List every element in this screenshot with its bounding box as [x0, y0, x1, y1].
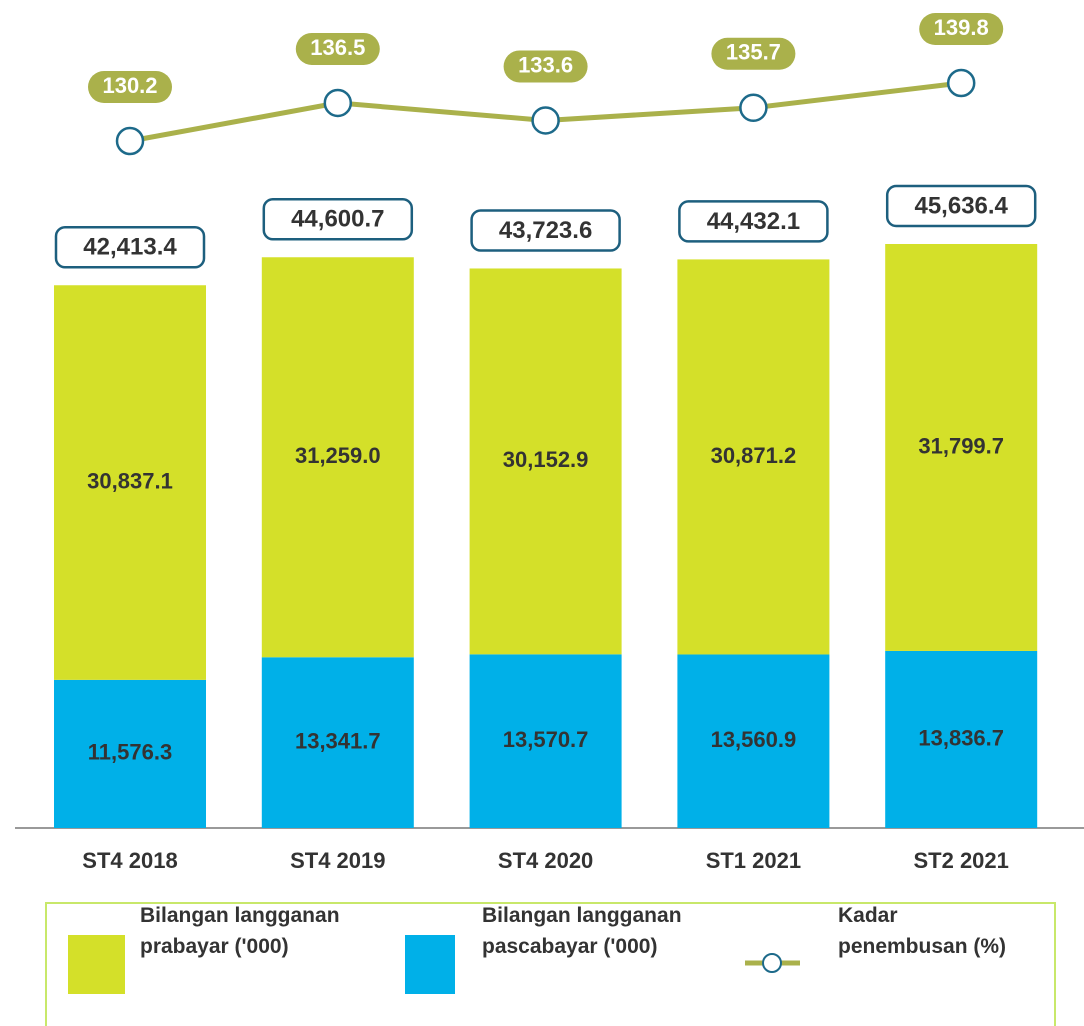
bar-segment	[469, 654, 622, 828]
legend-label: Bilangan langganan pascabayar ('000)	[482, 904, 682, 958]
segment-label: 13,560.9	[711, 727, 797, 752]
segment-label: 31,799.7	[918, 433, 1004, 458]
total-box	[470, 209, 621, 252]
total-box	[678, 200, 829, 243]
total-label: 44,432.1	[707, 208, 800, 235]
x-tick-label: ST4 2019	[290, 848, 385, 873]
total-label: 44,600.7	[291, 206, 384, 233]
line-point	[323, 88, 353, 118]
line-label: 135.7	[726, 40, 781, 65]
segment-label: 30,152.9	[503, 447, 589, 472]
x-tick-label: ST4 2020	[498, 848, 593, 873]
line-label: 136.5	[310, 35, 365, 60]
total-box	[262, 198, 414, 241]
line-label: 130.2	[102, 73, 157, 98]
bar-segment	[469, 268, 622, 655]
line-point	[115, 126, 145, 156]
total-label: 43,723.6	[499, 217, 592, 244]
line-label: 133.6	[518, 52, 573, 77]
line-point	[531, 106, 560, 135]
segment-label: 11,576.3	[88, 740, 172, 765]
value-pill	[295, 32, 380, 65]
x-tick-label: ST4 2018	[82, 848, 177, 873]
value-pill	[503, 50, 588, 83]
bar-segment	[885, 650, 1038, 828]
total-box	[885, 184, 1037, 228]
line-point	[946, 68, 976, 98]
line-label: 139.8	[934, 15, 989, 40]
value-pill	[88, 71, 172, 103]
value-pill	[919, 13, 1004, 45]
legend-swatch	[405, 935, 455, 994]
segment-label: 30,871.2	[711, 443, 797, 468]
bar-segment	[261, 657, 414, 828]
total-box	[54, 225, 206, 269]
segment-label: 13,570.7	[503, 727, 589, 752]
line-point	[739, 93, 768, 123]
bar-segment	[677, 259, 830, 655]
bar-segment	[885, 244, 1038, 651]
bar-segment	[54, 285, 206, 680]
bar-segment	[677, 654, 830, 828]
legend-marker	[762, 953, 782, 973]
segment-label: 31,259.0	[295, 443, 381, 468]
legend-label: Kadar penembusan (%)	[838, 904, 1007, 958]
legend-swatch	[68, 935, 125, 994]
legend-box	[45, 902, 1056, 1026]
segment-label: 30,837.1	[87, 468, 173, 493]
segment-label: 13,341.7	[295, 728, 381, 753]
value-pill	[711, 37, 796, 70]
bar-segment	[54, 679, 206, 828]
x-tick-label: ST2 2021	[913, 848, 1008, 873]
total-label: 45,636.4	[914, 192, 1008, 219]
legend-label: Bilangan langganan prabayar ('000)	[140, 904, 340, 958]
segment-label: 13,836.7	[918, 725, 1004, 750]
x-tick-label: ST1 2021	[706, 848, 801, 873]
bar-segment	[261, 257, 414, 658]
total-label: 42,413.4	[83, 234, 177, 261]
